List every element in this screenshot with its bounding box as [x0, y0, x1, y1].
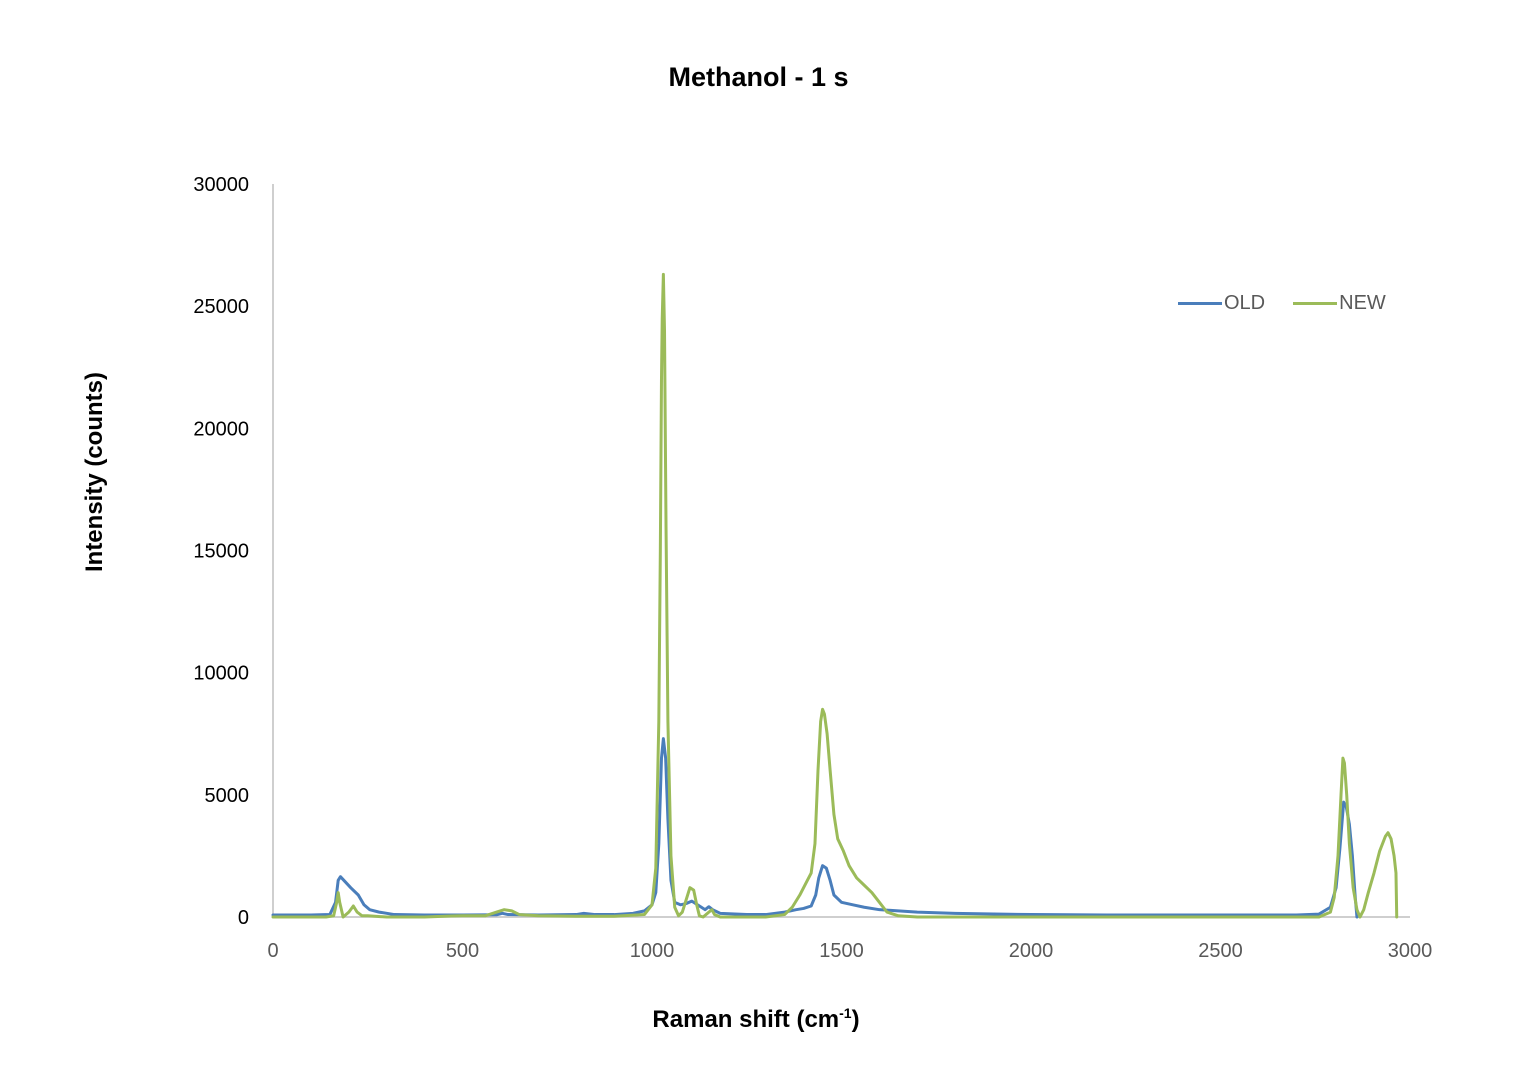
x-tick-label: 0 — [267, 940, 278, 962]
x-tick-label: 2000 — [1009, 940, 1054, 962]
x-axis-label-main: Raman shift (cm — [652, 1006, 840, 1033]
y-axis-label: Intensity (counts) — [81, 371, 108, 573]
y-tick-label: 5000 — [205, 785, 250, 807]
x-axis-label: Raman shift (cm-1) — [520, 1005, 992, 1034]
x-tick-label: 3000 — [1388, 940, 1433, 962]
x-axis-label-end: ) — [851, 1006, 860, 1033]
series-lines — [271, 272, 1399, 919]
legend-swatch-new — [1293, 301, 1338, 305]
y-tick-label: 25000 — [193, 296, 249, 318]
x-tick-label: 1000 — [630, 940, 675, 962]
y-tick-label: 0 — [238, 907, 249, 929]
y-tick-label: 30000 — [193, 174, 249, 196]
legend-item-old: OLD — [1178, 292, 1265, 315]
legend: OLD NEW — [1178, 290, 1414, 316]
legend-item-new: NEW — [1293, 292, 1386, 315]
chart-title: Methanol - 1 s — [668, 62, 849, 92]
x-tick-label: 1500 — [819, 940, 864, 962]
x-tick-label: 500 — [446, 940, 479, 962]
y-tick-label: 10000 — [193, 663, 249, 685]
series-line-new — [271, 272, 1399, 919]
legend-swatch-old — [1178, 301, 1222, 305]
x-tick-label: 2500 — [1198, 940, 1243, 962]
y-tick-label: 15000 — [193, 541, 249, 563]
y-tick-label: 20000 — [193, 418, 249, 440]
series-line-old — [271, 737, 1359, 919]
tick-labels: 0 5000 10000 15000 20000 25000 30000 0 500 1000 15… — [193, 174, 1432, 962]
legend-label-new: NEW — [1339, 291, 1386, 314]
x-axis-label-superscript: -1 — [839, 1005, 852, 1021]
legend-label-old: OLD — [1224, 291, 1266, 314]
